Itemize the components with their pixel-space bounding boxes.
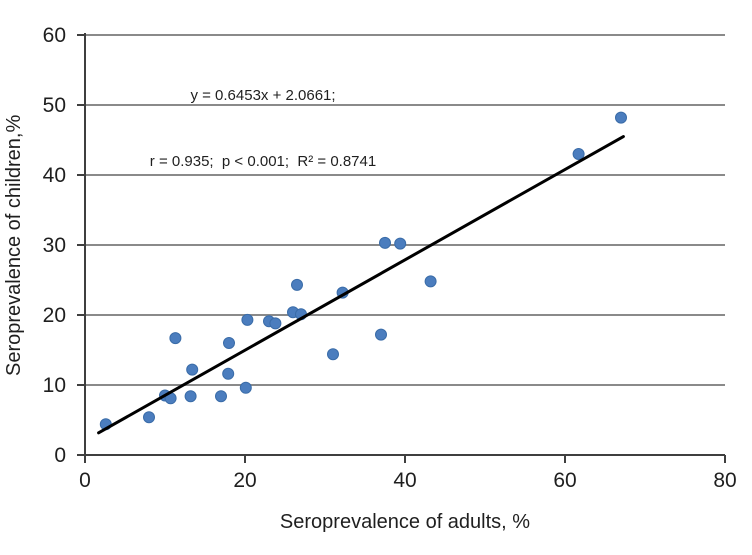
data-point [424,275,437,288]
data-point [269,317,282,330]
data-point [143,411,155,424]
x-axis-title: Seroprevalence of adults, % [279,511,531,533]
y-tick-label: 0 [54,444,66,467]
data-point [291,278,303,291]
data-point [215,390,227,403]
equation-line: y = 0.6453x + 2.0661; [190,87,336,104]
trend-line [97,135,625,435]
y-axis-title: Seroprevalence of children,% [3,114,25,376]
data-point [184,390,197,403]
data-point [222,367,235,380]
data-point [169,332,182,345]
data-point [572,148,585,160]
x-tick-label: 80 [713,469,736,492]
y-tick-label: 40 [43,164,66,187]
data-point [241,313,254,326]
data-point [375,328,387,341]
data-point [327,348,339,361]
y-tick-label: 60 [43,24,66,47]
data-point [394,237,407,250]
y-tick-label: 10 [43,374,66,397]
y-tick-label: 50 [43,94,66,117]
y-tick-label: 20 [43,304,66,327]
x-tick-label: 0 [79,469,91,492]
data-point [186,363,199,376]
regression-annotation: y = 0.6453x + 2.0661; r = 0.935; p < 0.0… [140,41,386,217]
x-tick-label: 40 [393,469,416,492]
data-point [379,236,391,249]
statistics-line: r = 0.935; p < 0.001; R² = 0.8741 [149,153,377,170]
data-point [223,337,235,349]
data-point [239,381,252,394]
data-point [615,111,627,124]
y-tick-label: 30 [43,234,66,257]
x-tick-label: 20 [233,469,256,492]
x-tick-label: 60 [553,469,576,492]
